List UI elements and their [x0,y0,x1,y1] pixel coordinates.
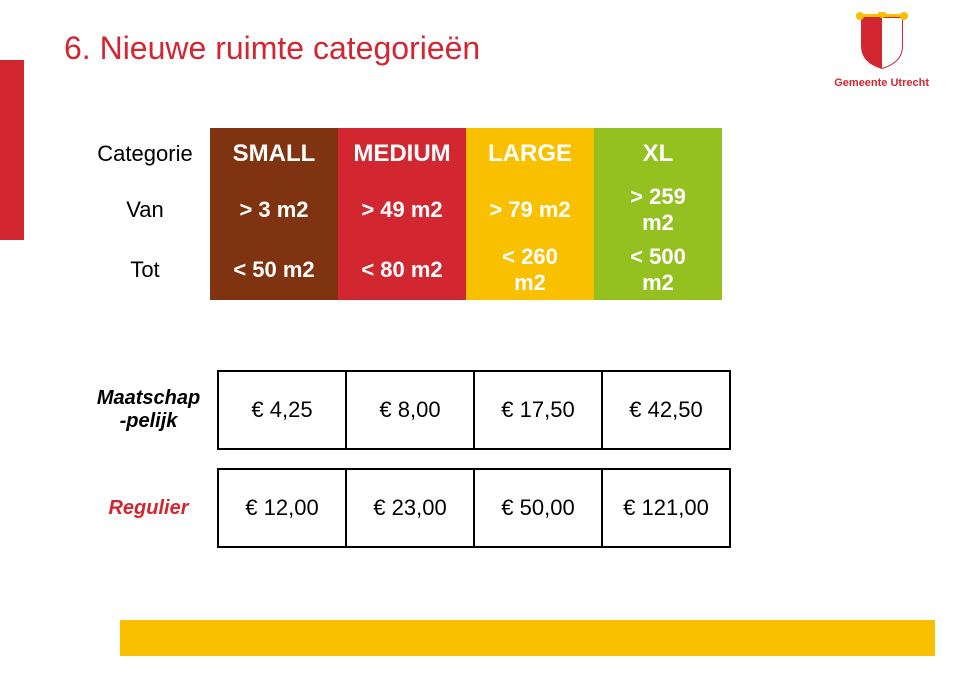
categories-table: Categorie SMALL MEDIUM LARGE XL Van > 3 … [90,128,722,300]
xl-tot-line2: m2 [594,270,722,296]
price-cell: € 23,00 [346,469,474,547]
price-cell: € 42,50 [602,371,730,449]
utrecht-logo: Gemeente Utrecht [834,12,929,89]
price-row-label-maatschap: Maatschap -pelijk [80,371,218,449]
col-header-large: LARGE [466,128,594,180]
cell-xl-van: > 259 m2 [594,180,722,240]
table-row: Regulier € 12,00 € 23,00 € 50,00 € 121,0… [80,469,730,547]
col-header-small: SMALL [210,128,338,180]
maatschap-line1: Maatschap [81,387,216,410]
price-cell: € 12,00 [218,469,346,547]
bottom-accent-bar [120,620,935,656]
cell-xl-tot: < 500 m2 [594,240,722,300]
row-label-van: Van [90,180,210,240]
price-cell: € 17,50 [474,371,602,449]
table-row: Maatschap -pelijk € 4,25 € 8,00 € 17,50 … [80,371,730,449]
col-header-xl: XL [594,128,722,180]
prices-table: Maatschap -pelijk € 4,25 € 8,00 € 17,50 … [80,370,731,548]
cell-large-van: > 79 m2 [466,180,594,240]
cell-small-van: > 3 m2 [210,180,338,240]
row-header-label: Categorie [90,128,210,180]
page-title: 6. Nieuwe ruimte categorieën [64,30,480,67]
table-row: Tot < 50 m2 < 80 m2 < 260 m2 < 500 m2 [90,240,722,300]
maatschap-line2: -pelijk [81,410,216,433]
price-row-label-regulier: Regulier [80,469,218,547]
cell-medium-tot: < 80 m2 [338,240,466,300]
shield-icon [852,12,912,70]
table-row: Van > 3 m2 > 49 m2 > 79 m2 > 259 m2 [90,180,722,240]
xl-van-line1: > 259 [594,184,722,210]
logo-caption: Gemeente Utrecht [834,77,929,89]
cell-small-tot: < 50 m2 [210,240,338,300]
price-cell: € 50,00 [474,469,602,547]
price-cell: € 121,00 [602,469,730,547]
price-cell: € 4,25 [218,371,346,449]
col-header-medium: MEDIUM [338,128,466,180]
large-tot-line1: < 260 [466,244,594,270]
large-tot-line2: m2 [466,270,594,296]
xl-van-line2: m2 [594,210,722,236]
xl-tot-line1: < 500 [594,244,722,270]
row-label-tot: Tot [90,240,210,300]
cell-large-tot: < 260 m2 [466,240,594,300]
left-accent-bar [0,60,24,240]
table-row: Categorie SMALL MEDIUM LARGE XL [90,128,722,180]
cell-medium-van: > 49 m2 [338,180,466,240]
price-cell: € 8,00 [346,371,474,449]
